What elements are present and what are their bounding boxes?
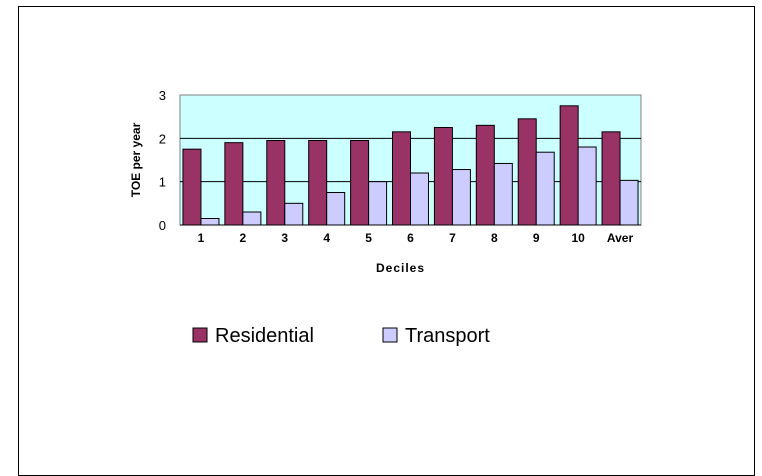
x-tick-label: Aver [607, 231, 634, 245]
legend-swatch-transport [382, 327, 398, 343]
bar-transport-5 [368, 181, 388, 226]
bars [182, 105, 639, 226]
y-tick-label: 3 [159, 88, 166, 103]
bar-residential-9 [517, 118, 537, 226]
y-tick-label: 0 [159, 218, 166, 233]
x-axis-label: Deciles [376, 261, 425, 275]
bar-residential-7 [433, 127, 453, 226]
chart-frame [18, 6, 755, 476]
y-tick-label: 2 [159, 131, 166, 146]
x-tick-label: 10 [571, 231, 585, 245]
bar-transport-4 [326, 192, 346, 226]
x-tick-label: 4 [323, 231, 330, 245]
x-tick-label: 6 [407, 231, 414, 245]
bar-transport-3 [284, 202, 304, 226]
bar-residential-8 [475, 124, 495, 226]
bar-transport-8 [493, 162, 513, 226]
y-axis-label: TOE per year [129, 122, 143, 197]
bar-residential-4 [308, 140, 328, 226]
bar-transport-2 [242, 211, 262, 226]
x-tick-label: 1 [198, 231, 205, 245]
bar-transport-6 [410, 172, 429, 226]
bar-residential-2 [224, 142, 244, 226]
y-tick-label: 1 [159, 175, 166, 190]
x-tick-label: 3 [281, 231, 288, 245]
x-tick-label: 2 [240, 231, 247, 245]
bar-residential-10 [559, 105, 579, 226]
bar-residential-6 [392, 131, 411, 226]
legend-label-residential: Residential [215, 325, 314, 347]
bar-residential-1 [182, 148, 202, 226]
x-tick-label: 5 [365, 231, 372, 245]
x-tick-label: 7 [449, 231, 456, 245]
x-tick-label: 8 [491, 231, 498, 245]
bar-transport-1 [200, 218, 220, 226]
legend-label-transport: Transport [405, 325, 490, 347]
legend: Residential Transport [192, 325, 490, 347]
bar-transport-10 [577, 146, 597, 226]
x-tick-label: 9 [533, 231, 540, 245]
y-axis-ticks: 0 1 2 3 [159, 88, 166, 233]
bar-transport-Aver [619, 179, 639, 226]
legend-swatch-residential [192, 327, 208, 343]
x-axis-ticks: 1 2 3 4 5 6 7 8 9 10 Aver [198, 231, 634, 245]
bar-residential-Aver [601, 131, 621, 226]
bar-residential-3 [266, 140, 286, 226]
bar-transport-9 [535, 151, 555, 226]
bar-residential-5 [350, 140, 370, 226]
bar-transport-7 [451, 169, 471, 226]
